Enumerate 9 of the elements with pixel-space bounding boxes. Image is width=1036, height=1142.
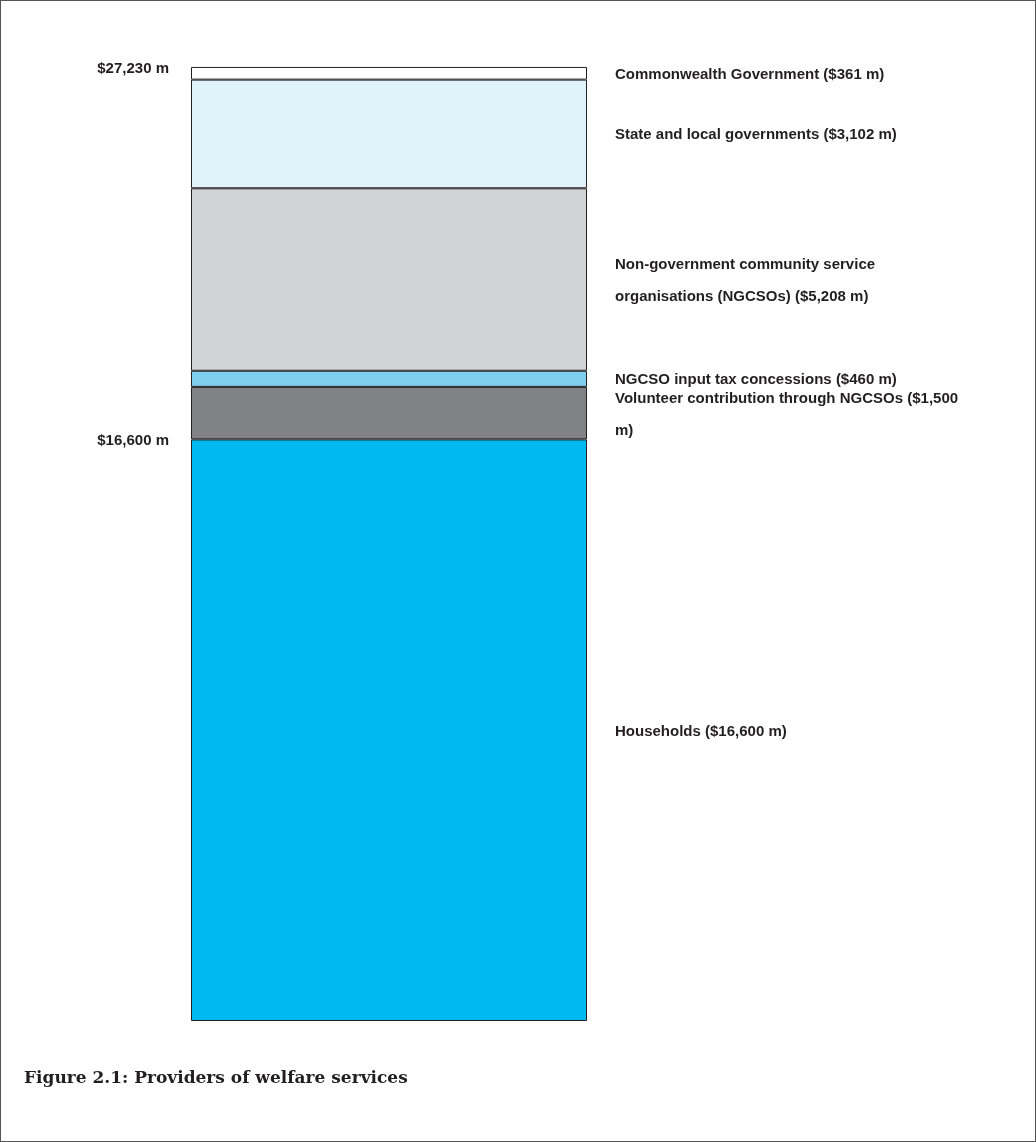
series-label: Non-government community service organisations (NGCSOs) ($5,208 m) xyxy=(615,255,880,305)
series-label: Volunteer contribution through NGCSOs ($1,500 m) xyxy=(615,388,963,438)
series-label: State and local governments ($3,102 m) xyxy=(615,125,897,143)
series-label: Commonwealth Government ($361 m) xyxy=(615,64,885,82)
series-label: Households ($16,600 m) xyxy=(615,721,787,739)
series-label: NGCSO input tax concessions ($460 m) xyxy=(615,370,897,388)
y-tick-label: $16,600 m xyxy=(97,430,169,448)
text: Figure 2.1: Providers of welfare services xyxy=(24,1066,408,1087)
y-tick-label: $27,230 m xyxy=(97,58,169,76)
